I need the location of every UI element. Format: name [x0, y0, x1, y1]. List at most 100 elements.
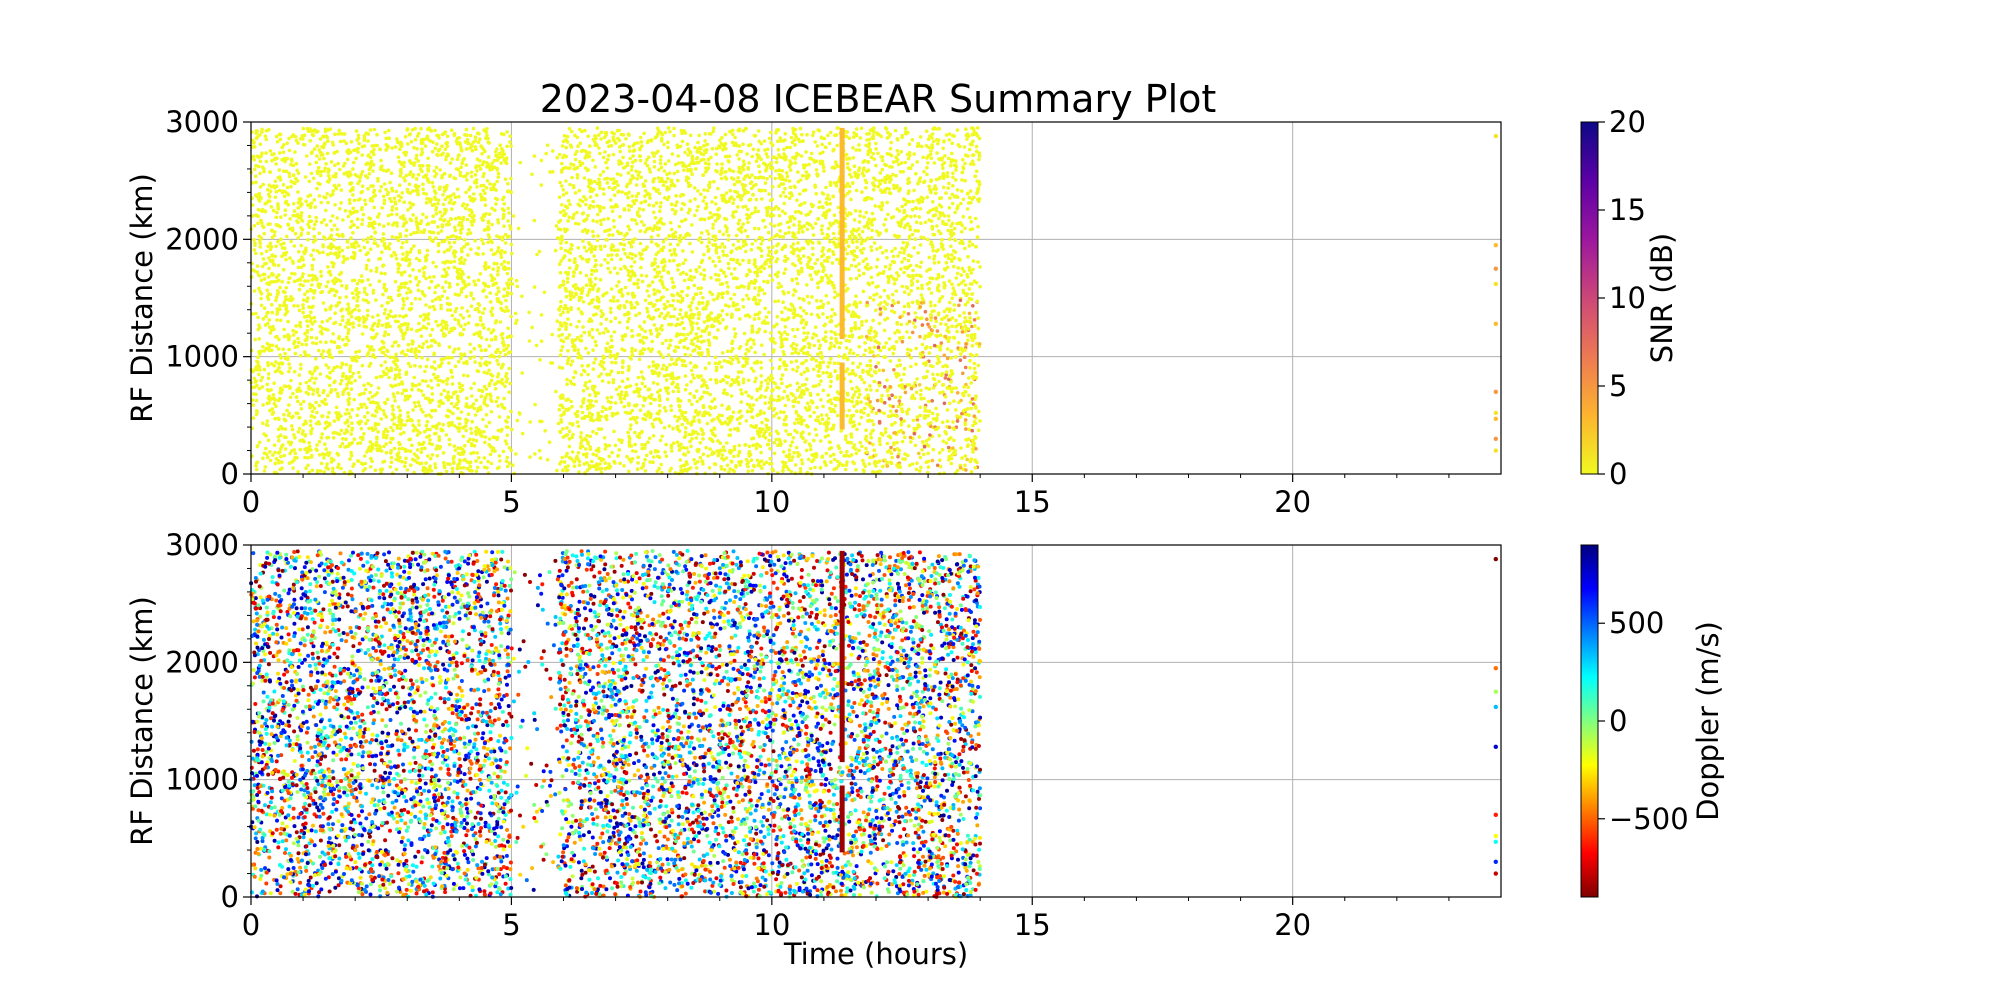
data-point	[324, 162, 328, 166]
data-point	[729, 297, 733, 301]
data-point	[858, 362, 863, 366]
data-point	[877, 204, 881, 209]
data-point	[383, 353, 388, 358]
data-point	[918, 469, 922, 473]
data-point	[473, 173, 478, 177]
data-point	[458, 141, 462, 145]
data-point	[878, 171, 883, 175]
data-point	[716, 328, 720, 332]
data-point	[814, 191, 819, 196]
data-point	[633, 158, 638, 163]
data-point	[849, 197, 853, 202]
data-point	[626, 224, 630, 229]
data-point	[699, 427, 704, 431]
data-point	[853, 209, 858, 213]
data-point	[901, 431, 906, 435]
data-point	[607, 462, 611, 466]
data-point	[488, 452, 493, 457]
data-point	[707, 240, 712, 245]
data-point	[820, 417, 825, 422]
data-point	[347, 377, 351, 381]
data-point	[293, 451, 298, 456]
data-point	[746, 297, 751, 301]
data-point	[380, 304, 384, 308]
data-point	[476, 140, 481, 145]
data-point	[777, 184, 781, 188]
data-point	[274, 189, 279, 194]
data-point	[281, 189, 286, 193]
data-point	[325, 436, 329, 440]
data-point	[707, 216, 711, 220]
data-point	[379, 184, 384, 189]
data-point	[628, 149, 632, 153]
data-point	[491, 183, 496, 187]
data-point	[678, 144, 683, 149]
data-point	[854, 468, 858, 472]
data-point	[415, 134, 420, 138]
data-point	[772, 440, 777, 445]
data-point	[828, 202, 832, 206]
data-point	[690, 172, 694, 176]
data-point	[384, 450, 389, 455]
data-point	[411, 268, 415, 272]
data-point	[298, 282, 303, 287]
data-point	[431, 304, 436, 309]
data-point	[857, 326, 861, 331]
data-point	[305, 338, 309, 342]
data-point	[308, 162, 312, 166]
data-point	[945, 307, 949, 311]
data-point	[453, 195, 458, 199]
data-point	[698, 192, 703, 196]
data-point	[868, 455, 872, 460]
data-point	[847, 454, 852, 458]
data-point	[326, 415, 330, 419]
data-point	[790, 440, 795, 444]
data-point	[276, 451, 281, 455]
data-point	[833, 409, 837, 414]
data-point	[701, 452, 706, 457]
data-point	[390, 404, 395, 409]
data-point	[616, 183, 620, 187]
data-point	[715, 212, 719, 217]
data-point	[508, 381, 512, 386]
data-point	[333, 185, 338, 190]
data-point	[601, 187, 606, 191]
data-point	[254, 311, 258, 316]
data-point	[264, 137, 269, 142]
data-point	[403, 398, 407, 402]
data-point	[478, 167, 483, 171]
data-point	[750, 242, 755, 246]
data-point	[902, 290, 907, 295]
data-point	[672, 171, 677, 176]
data-point	[845, 251, 850, 256]
data-point	[963, 418, 968, 422]
data-point	[488, 182, 492, 186]
data-point	[307, 225, 312, 230]
data-point	[690, 402, 694, 407]
data-point	[844, 346, 849, 350]
data-point	[364, 162, 369, 166]
data-point	[555, 319, 560, 324]
data-point	[385, 301, 390, 305]
data-point	[604, 346, 608, 351]
data-point	[434, 447, 439, 451]
data-point	[366, 278, 370, 282]
data-point	[257, 337, 262, 341]
data-point	[308, 423, 313, 428]
data-point	[319, 290, 323, 295]
data-point	[505, 144, 509, 149]
data-point	[751, 338, 756, 343]
data-point	[415, 433, 420, 437]
data-point	[643, 442, 648, 447]
data-point	[757, 316, 761, 321]
data-point	[310, 376, 314, 380]
data-point	[682, 332, 686, 337]
data-point	[808, 391, 813, 396]
data-point	[760, 420, 764, 425]
data-point	[651, 434, 656, 438]
data-point	[613, 461, 617, 465]
data-point	[268, 149, 273, 153]
data-point	[630, 238, 635, 242]
data-point	[301, 303, 305, 307]
data-point	[746, 460, 751, 465]
